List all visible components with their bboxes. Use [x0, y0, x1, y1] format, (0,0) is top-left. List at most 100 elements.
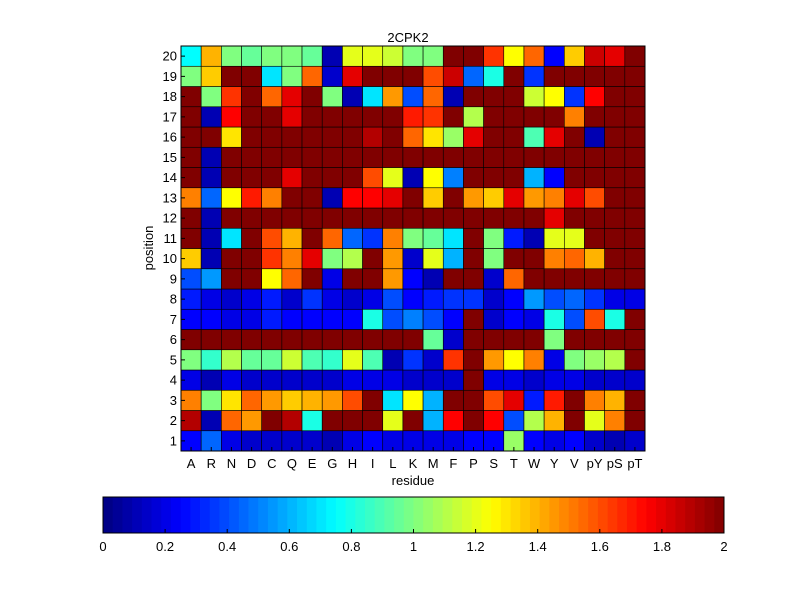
heatmap-cell: [604, 268, 626, 290]
heatmap-cell: [523, 410, 545, 432]
colorbar-tick-label: 0: [99, 539, 106, 554]
heatmap-cell: [241, 45, 262, 67]
heatmap-cell: [281, 308, 303, 330]
heatmap-cell: [604, 187, 626, 209]
y-tick-label: 5: [170, 352, 177, 367]
heatmap-cell: [402, 369, 424, 391]
heatmap-cell: [382, 126, 404, 148]
heatmap-cell: [321, 126, 343, 148]
heatmap-cells: [180, 45, 646, 452]
heatmap-cell: [301, 248, 323, 270]
heatmap-cell: [483, 308, 505, 330]
heatmap-cell: [463, 389, 484, 411]
y-tick-label: 10: [163, 251, 177, 266]
heatmap-cell: [442, 187, 464, 209]
heatmap-cell: [604, 45, 626, 67]
heatmap-cell: [483, 126, 505, 148]
heatmap-cell: [543, 308, 565, 330]
colorbar-segment: [141, 497, 152, 533]
x-tick-label: F: [449, 456, 457, 471]
heatmap-cell: [301, 369, 323, 391]
colorbar-segment: [374, 497, 385, 533]
colorbar-segment: [656, 497, 667, 533]
colorbar-segment: [704, 497, 715, 533]
heatmap-cell: [422, 187, 444, 209]
colorbar-segment: [442, 497, 453, 533]
heatmap-cell: [604, 167, 626, 189]
heatmap-cell: [382, 207, 404, 229]
colorbar-segment: [209, 497, 220, 533]
heatmap-cell: [584, 146, 605, 168]
heatmap-cell: [463, 86, 484, 108]
heatmap-cell: [362, 268, 384, 290]
heatmap-cell: [563, 86, 585, 108]
heatmap-cell: [382, 86, 404, 108]
x-axis-label: residue: [392, 473, 435, 488]
colorbar-segment: [287, 497, 298, 533]
heatmap-cell: [483, 45, 505, 67]
heatmap-cell: [402, 65, 424, 87]
heatmap-cell: [281, 126, 303, 148]
heatmap-cell: [584, 45, 605, 67]
heatmap-cell: [402, 86, 424, 108]
heatmap-cell: [382, 349, 404, 371]
heatmap-cell: [402, 410, 424, 432]
heatmap-cell: [523, 146, 545, 168]
heatmap-cell: [543, 45, 565, 67]
heatmap-cell: [221, 248, 242, 270]
heatmap-cell: [281, 410, 303, 432]
heatmap-cell: [342, 207, 363, 229]
heatmap-cell: [563, 45, 585, 67]
heatmap-cell: [402, 389, 424, 411]
x-tick-label: pT: [627, 456, 642, 471]
heatmap-cell: [301, 187, 323, 209]
heatmap-cell: [221, 288, 242, 310]
heatmap-cell: [563, 146, 585, 168]
heatmap-cell: [261, 389, 283, 411]
heatmap-cell: [523, 65, 545, 87]
heatmap-cell: [382, 65, 404, 87]
colorbar-segment: [403, 497, 414, 533]
heatmap-cell: [342, 410, 363, 432]
heatmap-cell: [463, 126, 484, 148]
heatmap-cell: [624, 369, 646, 391]
heatmap-cell: [442, 410, 464, 432]
heatmap-cell: [342, 106, 363, 128]
heatmap-cell: [362, 349, 384, 371]
x-tick-label: E: [308, 456, 317, 471]
heatmap-cell: [503, 389, 525, 411]
heatmap-cell: [523, 308, 545, 330]
heatmap-cell: [523, 349, 545, 371]
y-tick-label: 18: [163, 89, 177, 104]
heatmap-cell: [563, 167, 585, 189]
heatmap-cell: [422, 106, 444, 128]
heatmap-cell: [624, 65, 646, 87]
heatmap-cell: [483, 329, 505, 351]
heatmap-cell: [463, 308, 484, 330]
heatmap-cell: [301, 349, 323, 371]
heatmap-cell: [402, 106, 424, 128]
heatmap-cell: [422, 349, 444, 371]
heatmap-cell: [563, 227, 585, 249]
heatmap-cell: [463, 207, 484, 229]
heatmap-cell: [342, 227, 363, 249]
heatmap-cell: [624, 349, 646, 371]
heatmap-cell: [624, 86, 646, 108]
y-tick-label: 9: [170, 271, 177, 286]
heatmap-cell: [200, 227, 222, 249]
colorbar-segment: [588, 497, 599, 533]
heatmap-cell: [321, 248, 343, 270]
x-tick-label: G: [327, 456, 337, 471]
heatmap-cell: [503, 207, 525, 229]
heatmap-cell: [422, 268, 444, 290]
heatmap-cell: [483, 86, 505, 108]
y-tick-label: 4: [170, 373, 177, 388]
heatmap-cell: [543, 268, 565, 290]
heatmap-cell: [483, 389, 505, 411]
y-tick-label: 8: [170, 292, 177, 307]
colorbar-segment: [170, 497, 182, 533]
x-tick-label: P: [469, 456, 478, 471]
heatmap-cell: [382, 268, 404, 290]
heatmap-cell: [563, 308, 585, 330]
